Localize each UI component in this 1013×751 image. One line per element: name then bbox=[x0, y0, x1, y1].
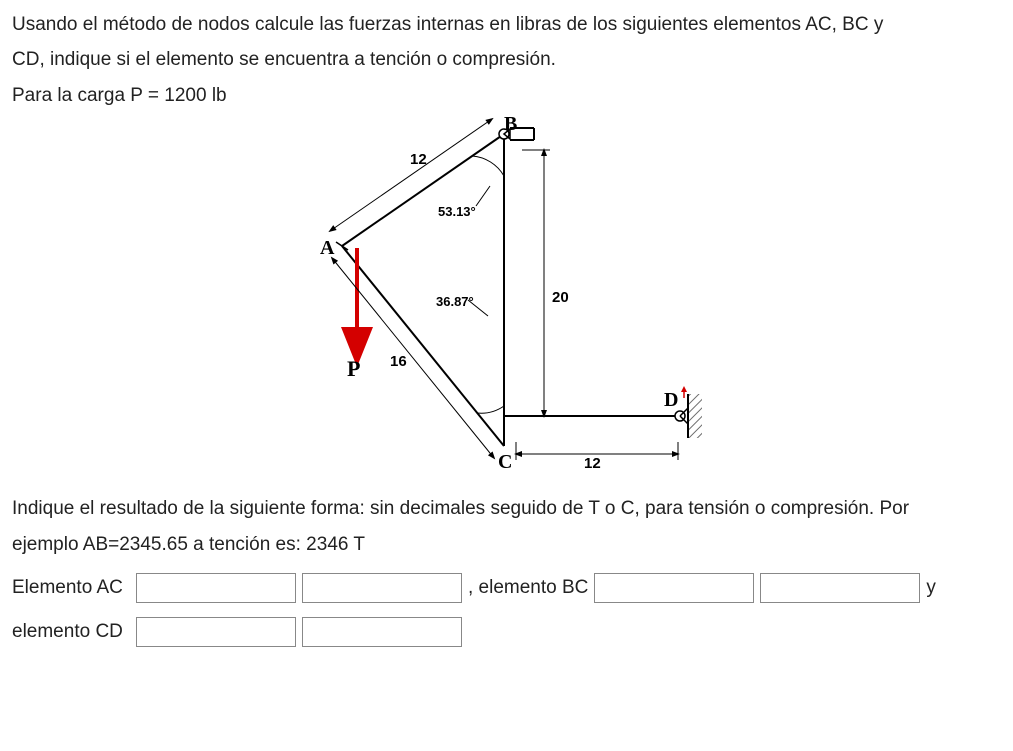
input-ac-value[interactable] bbox=[136, 573, 296, 603]
angle-b: 53.13° bbox=[438, 204, 476, 219]
hint-line-2: ejemplo AB=2345.65 a tención es: 2346 T bbox=[12, 530, 1001, 559]
label-ac: Elemento AC bbox=[12, 577, 130, 599]
label-cd: elemento CD bbox=[12, 621, 130, 643]
input-bc-value[interactable] bbox=[594, 573, 754, 603]
angle-c: 36.87° bbox=[436, 294, 474, 309]
node-d-label: D bbox=[664, 389, 678, 411]
load-label: P bbox=[347, 356, 360, 381]
dim-cd: 12 bbox=[584, 455, 601, 472]
problem-line-3: Para la carga P = 1200 lb bbox=[12, 81, 1001, 110]
tail-y: y bbox=[926, 577, 936, 599]
input-ac-tc[interactable] bbox=[302, 573, 462, 603]
input-cd-value[interactable] bbox=[136, 617, 296, 647]
hint-line-1: Indique el resultado de la siguiente for… bbox=[12, 494, 1001, 523]
dim-ac: 16 bbox=[390, 353, 407, 370]
input-bc-tc[interactable] bbox=[760, 573, 920, 603]
truss-figure: P 12 16 20 12 53.13° 36.87° bbox=[12, 116, 1001, 486]
problem-line-1: Usando el método de nodos calcule las fu… bbox=[12, 10, 1001, 39]
input-cd-tc[interactable] bbox=[302, 617, 462, 647]
label-bc: , elemento BC bbox=[468, 577, 588, 599]
node-c-label: C bbox=[498, 451, 512, 473]
node-b-label: B bbox=[504, 116, 517, 135]
node-a-label: A bbox=[320, 237, 335, 259]
dim-ab: 12 bbox=[410, 151, 427, 168]
problem-line-2: CD, indique si el elemento se encuentra … bbox=[12, 45, 1001, 74]
dim-bc: 20 bbox=[552, 289, 569, 306]
